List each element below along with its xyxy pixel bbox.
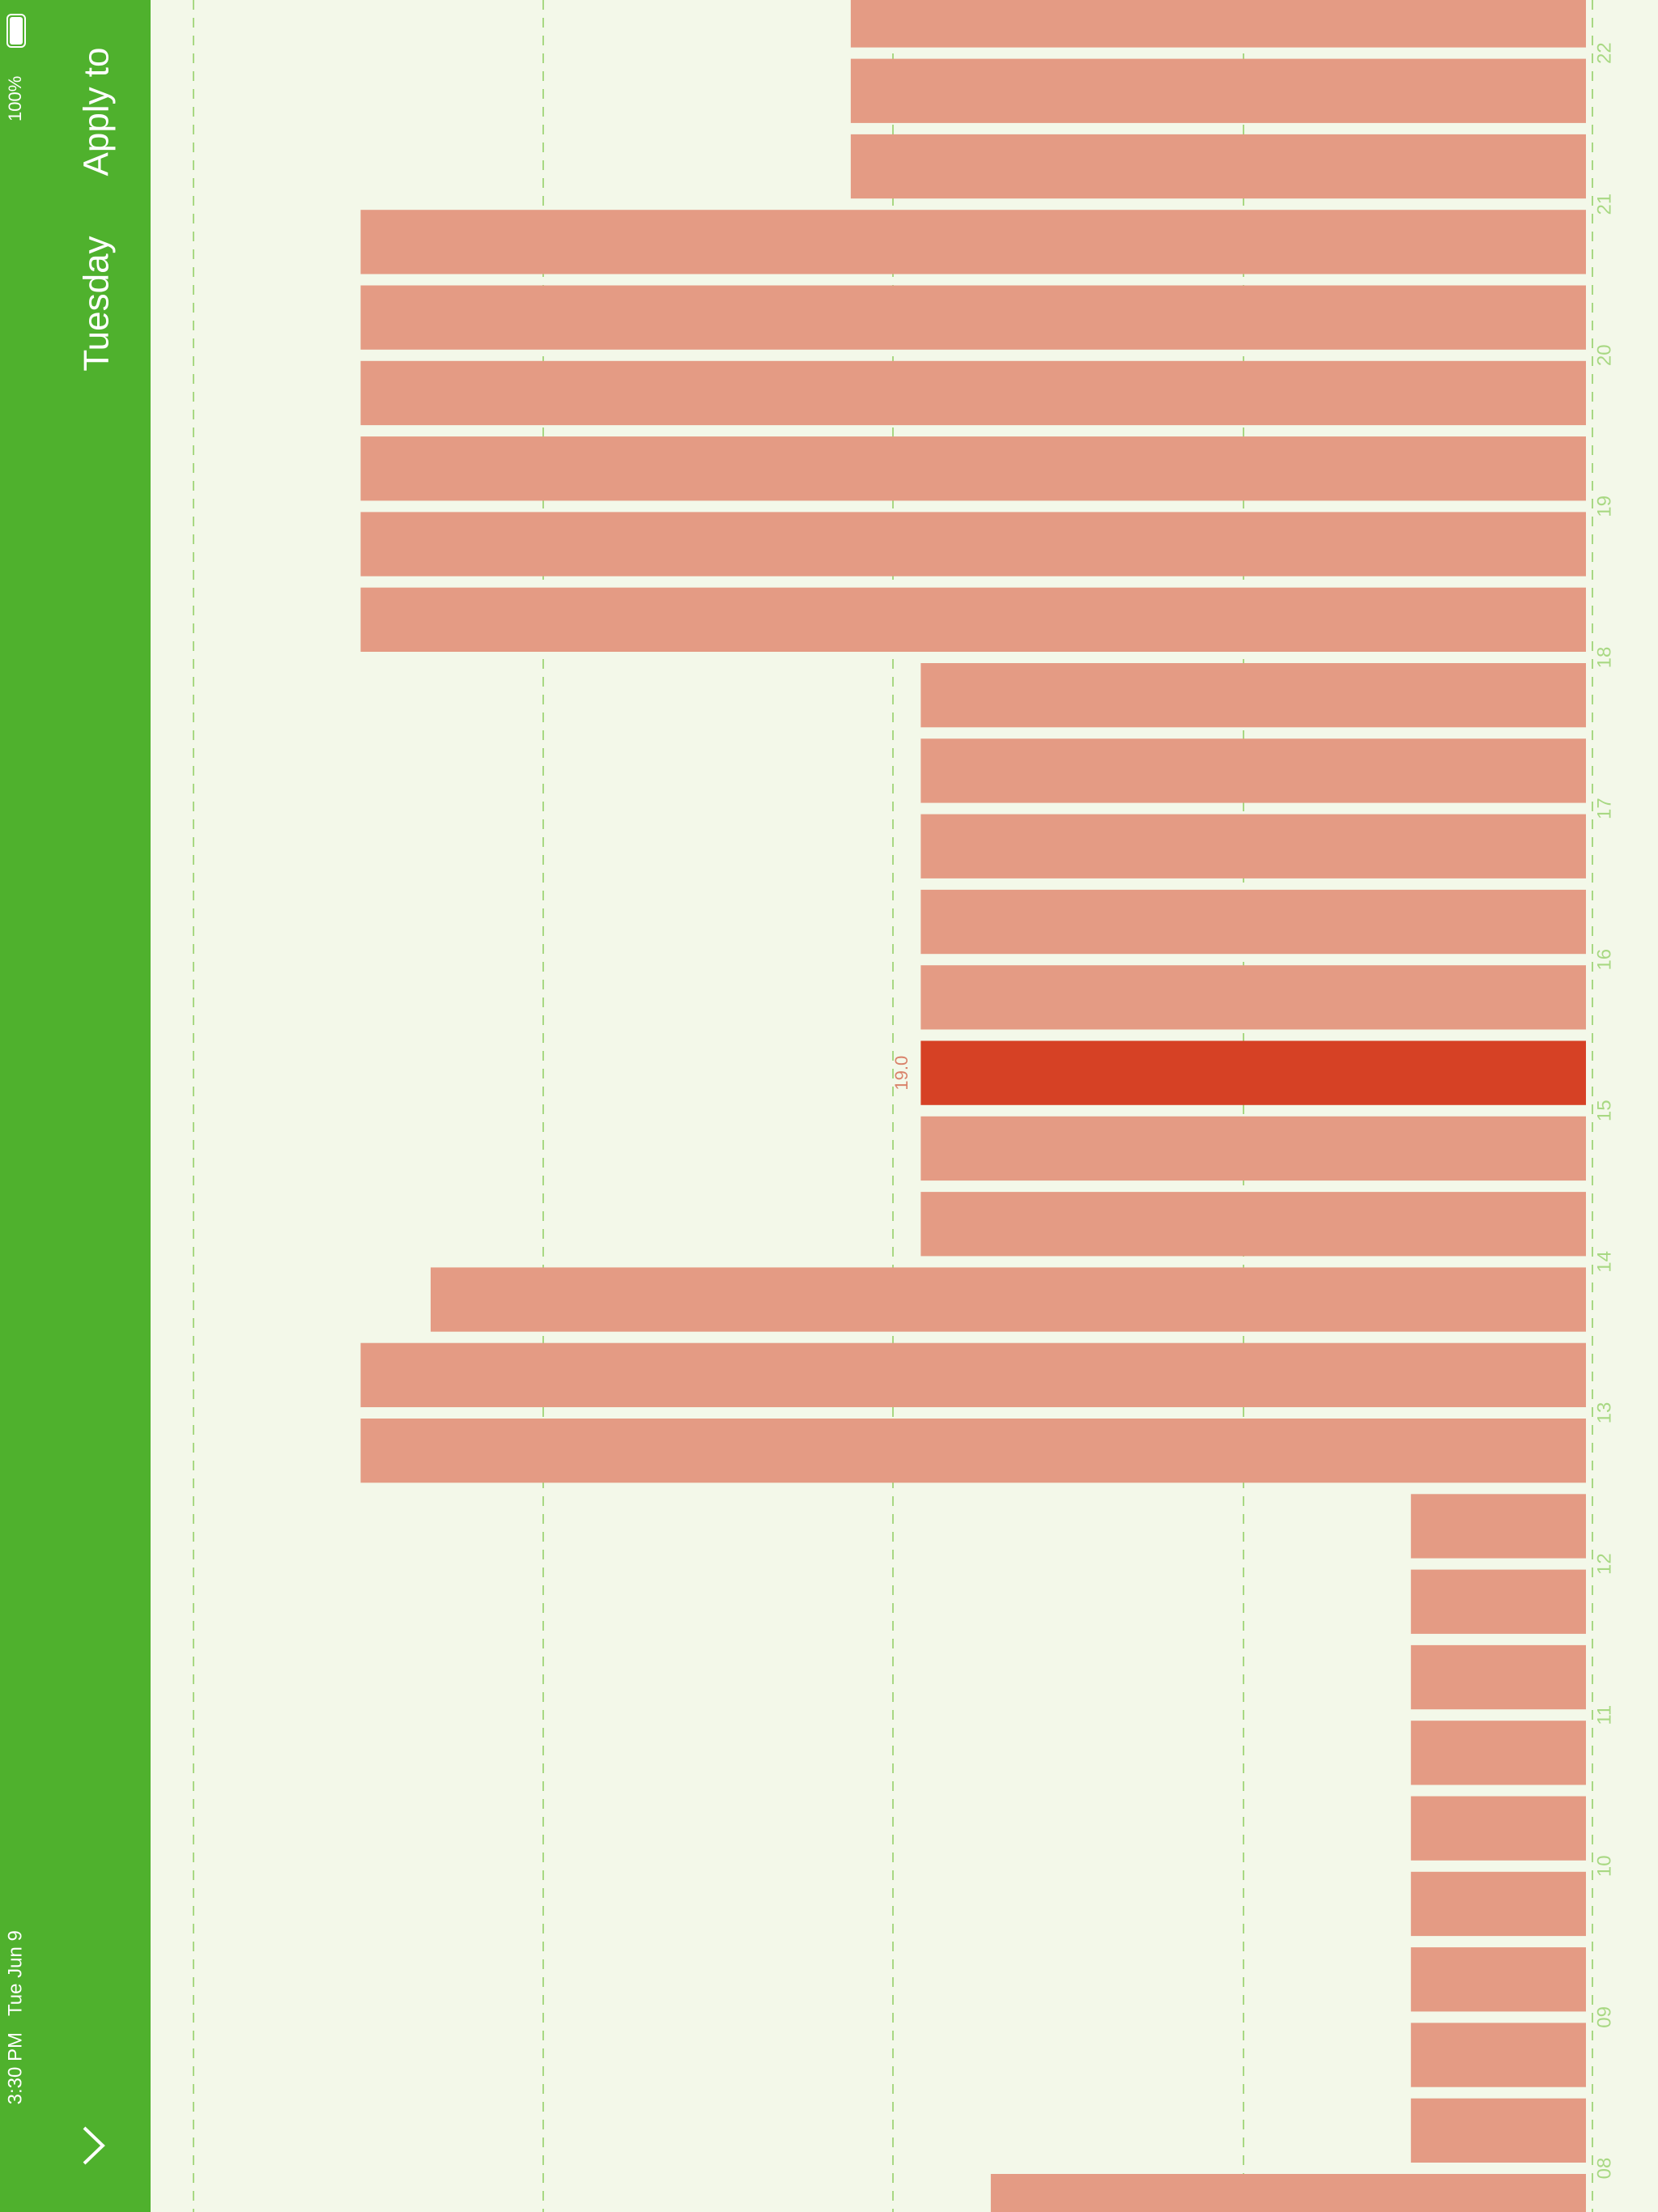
battery-level [10, 17, 23, 45]
bar [1410, 2023, 1586, 2087]
apply-button[interactable]: Apply to [77, 48, 117, 177]
value-label: 19.0 [891, 1056, 912, 1091]
bars [360, 0, 1587, 2212]
bar [430, 1267, 1587, 1332]
bar [1410, 1644, 1586, 1710]
bar [1410, 1721, 1586, 1785]
hour-label: 08 [1593, 2158, 1615, 2180]
hour-label: 15 [1593, 1100, 1615, 1121]
hour-label: 18 [1593, 647, 1615, 669]
hour-label: 11 [1593, 1705, 1615, 1725]
bar [920, 814, 1586, 878]
bar [920, 965, 1586, 1030]
bar [360, 285, 1587, 350]
status-battery: 100% [5, 76, 25, 121]
bar [360, 1342, 1587, 1407]
bar [360, 210, 1587, 274]
bar [920, 1192, 1586, 1257]
bar [360, 360, 1587, 426]
status-time: 3:30 PM [4, 2032, 26, 2104]
day-title: Tuesday [77, 236, 117, 371]
bar [1410, 1871, 1586, 1937]
hour-label: 14 [1593, 1251, 1615, 1273]
bar [990, 2174, 1586, 2212]
bar [360, 512, 1587, 576]
hour-label: 17 [1593, 798, 1615, 819]
selected-bar [920, 1040, 1586, 1105]
hour-label: 20 [1593, 344, 1615, 366]
hour-label: 10 [1593, 1855, 1615, 1877]
bar [1410, 1569, 1586, 1634]
status-date: Tue Jun 9 [4, 1930, 26, 2016]
hour-label: 21 [1593, 194, 1615, 215]
bar [850, 134, 1586, 199]
grid [193, 0, 1593, 2212]
bar [1410, 2098, 1586, 2163]
hour-label: 22 [1593, 42, 1615, 64]
battery-icon [6, 14, 26, 48]
hour-label: 09 [1593, 2006, 1615, 2028]
back-chevron[interactable] [83, 2126, 105, 2165]
bar [850, 0, 1586, 48]
bar [1410, 1494, 1586, 1559]
hour-label: 13 [1593, 1402, 1615, 1424]
bar [920, 738, 1586, 803]
bar [360, 1419, 1587, 1483]
bar [850, 58, 1586, 123]
bar [360, 436, 1587, 501]
hour-label: 19 [1593, 496, 1615, 517]
bar [920, 1116, 1586, 1181]
bar [360, 587, 1587, 652]
bar [1410, 1796, 1586, 1861]
hour-label: 16 [1593, 949, 1615, 971]
sidebar [0, 0, 151, 2212]
bar [920, 889, 1586, 955]
bar [920, 663, 1586, 728]
bar [1410, 1947, 1586, 2012]
hour-label: 12 [1593, 1553, 1615, 1575]
